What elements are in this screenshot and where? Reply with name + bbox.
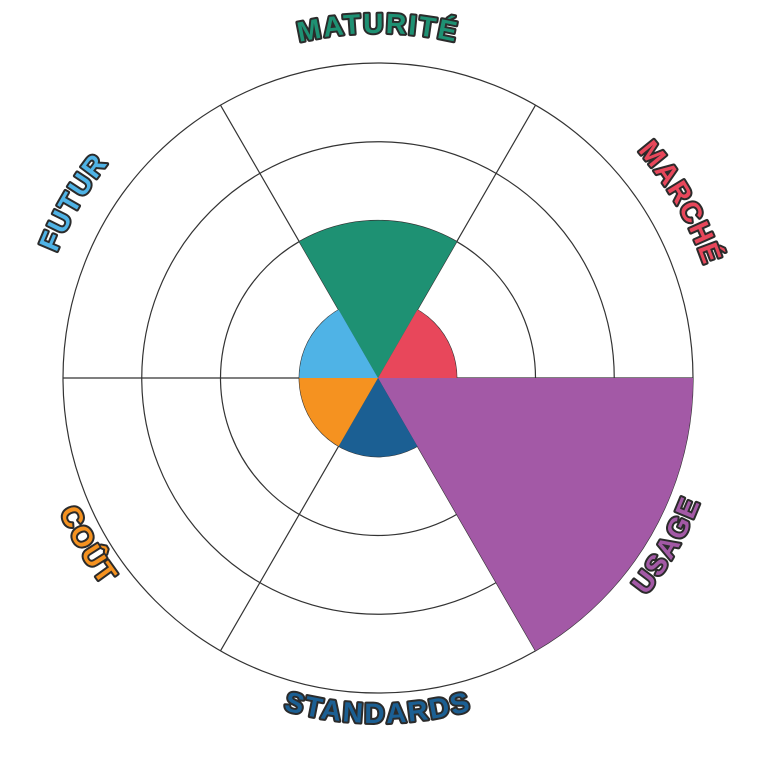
polar-rose-chart: MATURITÉMARCHÉUSAGESTANDARDSCOÛTFUTUR bbox=[0, 0, 757, 757]
